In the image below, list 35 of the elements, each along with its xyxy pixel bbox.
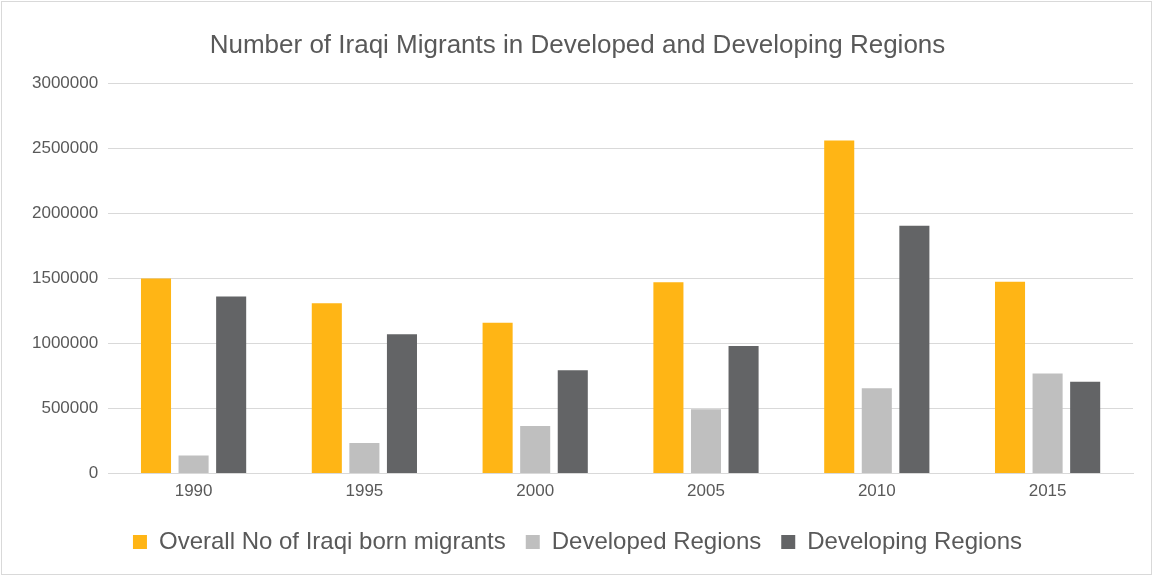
bar xyxy=(861,388,892,474)
x-tick-label: 2015 xyxy=(1028,481,1067,501)
bar xyxy=(557,370,588,474)
legend-label: Overall No of Iraqi born migrants xyxy=(158,526,506,554)
bar xyxy=(520,426,551,474)
legend-label: Developed Regions xyxy=(551,526,762,554)
x-tick-label: 2010 xyxy=(857,481,896,501)
bar xyxy=(482,322,513,474)
bar xyxy=(386,334,417,474)
x-tick-label: 1995 xyxy=(345,481,384,501)
y-tick-label: 1500000 xyxy=(31,268,99,288)
bar xyxy=(1070,381,1101,474)
y-tick-label: 3000000 xyxy=(31,72,99,92)
x-tick-label: 1990 xyxy=(174,481,213,501)
x-tick-label: 2005 xyxy=(687,481,725,501)
bar xyxy=(178,455,209,474)
y-tick-label: 1000000 xyxy=(31,333,99,353)
x-tick-label: 2000 xyxy=(516,481,555,501)
bar xyxy=(994,281,1026,474)
chart-title: Number of Iraqi Migrants in Developed and Developing Regions xyxy=(209,28,946,59)
bar xyxy=(690,409,722,474)
legend-label: Developing Regions xyxy=(807,526,1023,554)
y-tick-label: 0 xyxy=(88,463,99,483)
bar xyxy=(824,140,855,474)
bar xyxy=(653,282,684,474)
bar xyxy=(311,303,342,474)
bar xyxy=(140,278,172,474)
y-tick-label: 2500000 xyxy=(31,137,99,157)
bar xyxy=(349,443,380,474)
y-tick-label: 500000 xyxy=(41,398,99,418)
bar xyxy=(728,346,759,474)
y-tick-label: 2000000 xyxy=(31,203,99,223)
bar xyxy=(1032,373,1063,474)
bar xyxy=(899,225,930,474)
bar xyxy=(216,296,247,474)
